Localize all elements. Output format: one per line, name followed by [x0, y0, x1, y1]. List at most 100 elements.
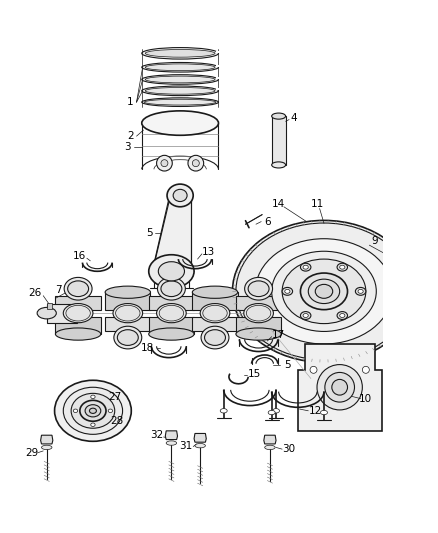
Ellipse shape	[220, 409, 227, 413]
Ellipse shape	[108, 409, 113, 413]
Ellipse shape	[236, 223, 412, 360]
Ellipse shape	[113, 304, 143, 323]
Ellipse shape	[300, 273, 347, 310]
Ellipse shape	[142, 111, 219, 135]
Ellipse shape	[265, 445, 275, 450]
Ellipse shape	[192, 286, 238, 298]
Text: 29: 29	[25, 448, 39, 458]
Ellipse shape	[272, 162, 286, 168]
Polygon shape	[264, 435, 276, 444]
Ellipse shape	[145, 50, 215, 57]
Ellipse shape	[325, 373, 354, 402]
Ellipse shape	[340, 265, 345, 269]
Ellipse shape	[67, 308, 87, 319]
Ellipse shape	[272, 113, 286, 119]
Ellipse shape	[303, 313, 308, 318]
Ellipse shape	[303, 265, 308, 269]
Ellipse shape	[142, 75, 219, 84]
Ellipse shape	[91, 395, 95, 399]
Ellipse shape	[85, 405, 101, 417]
Polygon shape	[56, 296, 101, 310]
Ellipse shape	[66, 305, 90, 321]
Ellipse shape	[268, 410, 275, 415]
Text: 13: 13	[202, 247, 215, 257]
Ellipse shape	[245, 277, 272, 300]
Polygon shape	[149, 296, 194, 310]
Ellipse shape	[285, 289, 290, 293]
Ellipse shape	[404, 268, 417, 279]
Ellipse shape	[166, 441, 177, 445]
Text: 3: 3	[124, 142, 131, 152]
Text: 12: 12	[309, 406, 322, 416]
Polygon shape	[194, 433, 206, 442]
Text: 2: 2	[127, 131, 134, 141]
Ellipse shape	[145, 87, 215, 94]
Ellipse shape	[195, 443, 205, 448]
Text: 30: 30	[283, 444, 296, 454]
Polygon shape	[272, 116, 286, 165]
Text: 9: 9	[371, 236, 378, 246]
Ellipse shape	[142, 62, 219, 72]
Ellipse shape	[64, 387, 123, 434]
Ellipse shape	[42, 445, 52, 450]
Polygon shape	[47, 304, 77, 323]
Polygon shape	[236, 296, 281, 310]
Ellipse shape	[236, 328, 281, 340]
Ellipse shape	[244, 304, 273, 323]
Ellipse shape	[56, 328, 101, 340]
Text: 31: 31	[180, 441, 193, 451]
Ellipse shape	[149, 328, 194, 340]
Ellipse shape	[308, 279, 340, 304]
Ellipse shape	[159, 305, 184, 321]
Ellipse shape	[116, 305, 140, 321]
Polygon shape	[41, 435, 53, 444]
Ellipse shape	[105, 286, 151, 298]
Ellipse shape	[145, 76, 215, 83]
Ellipse shape	[167, 184, 193, 207]
Ellipse shape	[201, 326, 229, 349]
Polygon shape	[298, 344, 381, 431]
Polygon shape	[236, 317, 281, 334]
Text: 28: 28	[110, 416, 123, 426]
Ellipse shape	[37, 308, 57, 319]
Polygon shape	[105, 317, 151, 330]
Ellipse shape	[173, 189, 187, 201]
Ellipse shape	[248, 281, 269, 296]
Text: 10: 10	[359, 393, 372, 403]
Ellipse shape	[149, 255, 194, 288]
Text: 4: 4	[290, 113, 297, 123]
Polygon shape	[56, 317, 101, 334]
Text: 14: 14	[272, 199, 285, 209]
Ellipse shape	[203, 305, 227, 321]
Ellipse shape	[317, 365, 362, 410]
Ellipse shape	[332, 379, 347, 395]
Text: 15: 15	[247, 369, 261, 379]
Ellipse shape	[91, 423, 95, 426]
Ellipse shape	[145, 64, 215, 71]
Ellipse shape	[73, 409, 78, 413]
Text: 27: 27	[108, 392, 121, 402]
Ellipse shape	[161, 160, 168, 167]
Ellipse shape	[300, 263, 311, 271]
Polygon shape	[152, 196, 191, 271]
Ellipse shape	[64, 304, 93, 323]
Text: 17: 17	[272, 330, 285, 340]
Ellipse shape	[80, 400, 106, 421]
Text: 5: 5	[284, 360, 291, 370]
Ellipse shape	[114, 326, 142, 349]
Polygon shape	[47, 303, 52, 309]
Ellipse shape	[188, 155, 204, 171]
Polygon shape	[105, 292, 151, 310]
Ellipse shape	[255, 239, 392, 344]
Ellipse shape	[67, 281, 88, 296]
Text: 6: 6	[264, 216, 271, 227]
Ellipse shape	[142, 86, 219, 95]
Text: 16: 16	[73, 252, 86, 262]
Ellipse shape	[337, 312, 347, 319]
Polygon shape	[192, 292, 238, 310]
Ellipse shape	[355, 287, 366, 295]
Ellipse shape	[156, 155, 172, 171]
Ellipse shape	[142, 47, 219, 59]
Ellipse shape	[340, 313, 345, 318]
Ellipse shape	[321, 410, 328, 415]
